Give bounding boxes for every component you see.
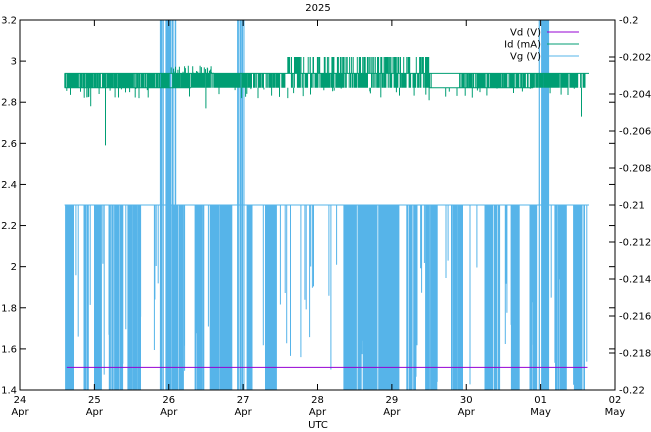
legend: Vd (V)Id (mA)Vg (V) [504,28,579,63]
x-tick-label-day: 27 [237,395,250,406]
x-tick-label-day: 01 [534,395,547,406]
x-tick-label-month: Apr [458,407,476,418]
y-left-tick-label: 2.2 [1,221,17,232]
x-tick-label-day: 30 [460,395,473,406]
legend-label: Vg (V) [510,52,541,63]
x-tick-label-month: Apr [160,407,178,418]
y-left-tick-label: 1.6 [1,344,17,355]
legend-label: Id (mA) [504,40,541,51]
y-right-tick-label: -0.21 [619,201,645,212]
x-tick-label-day: 26 [162,395,175,406]
x-axis-label: UTC [308,420,328,431]
y-right-tick-label: -0.218 [619,349,651,360]
y-right-tick-label: -0.2 [619,16,639,27]
series-vg-line [64,20,589,390]
y-right-tick-label: -0.204 [619,90,651,101]
y-right-tick-label: -0.202 [619,53,651,64]
x-tick-label-day: 24 [14,395,27,406]
series-id-line [64,57,589,146]
x-tick-label-month: May [605,407,626,418]
x-tick-label-day: 28 [311,395,324,406]
y-right-tick-label: -0.214 [619,275,651,286]
x-tick-label-month: Apr [383,407,401,418]
x-tick-label-month: Apr [11,407,29,418]
y-left-tick-label: 2 [11,262,17,273]
legend-label: Vd (V) [510,28,541,39]
axes-layer: 1.4 1.6 1.8 2 2.2 2.4 2.6 2.8 3 3.2 -0.22 -0.218 -0.… [1,16,651,419]
y-right-tick-label: -0.206 [619,127,651,138]
y-right-tick-label: -0.22 [619,386,645,397]
x-tick-label-day: 29 [386,395,399,406]
y-left-tick-label: 2.4 [1,180,17,191]
chart-title: 2025 [305,3,330,14]
x-tick-label-month: Apr [309,407,327,418]
x-tick-label-month: Apr [234,407,252,418]
x-tick-label-day: 02 [609,395,622,406]
x-tick-label-month: Apr [86,407,104,418]
series-layer [64,20,589,390]
x-tick-label-month: May [530,407,551,418]
y-left-tick-label: 2.6 [1,139,17,150]
x-tick-label-day: 25 [88,395,101,406]
y-left-tick-label: 3 [11,57,17,68]
y-right-tick-label: -0.212 [619,238,651,249]
y-left-tick-label: 3.2 [1,16,17,27]
y-left-tick-label: 1.8 [1,303,17,314]
y-right-tick-label: -0.216 [619,312,651,323]
y-right-tick-label: -0.208 [619,164,651,175]
y-left-tick-label: 2.8 [1,98,17,109]
y-left-tick-label: 1.4 [1,386,17,397]
